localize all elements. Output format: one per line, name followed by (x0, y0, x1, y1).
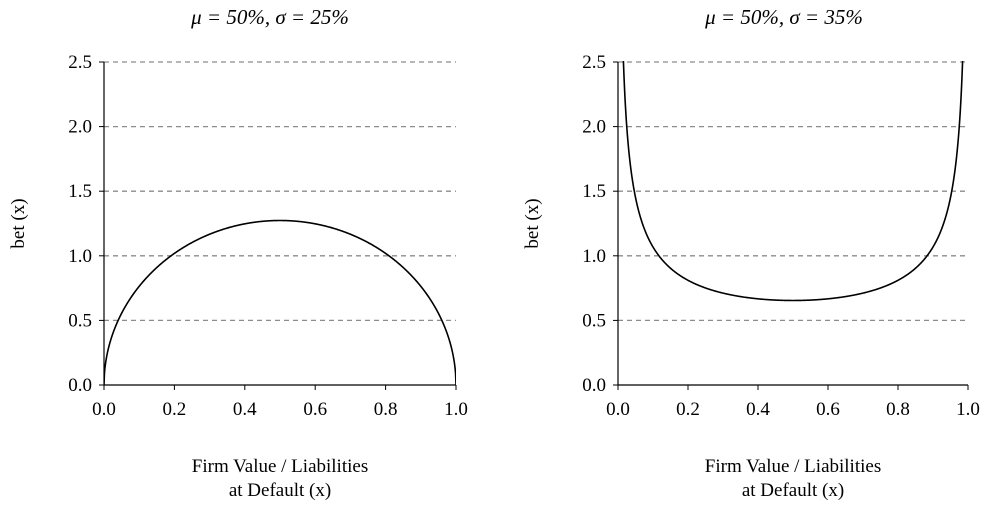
x-tick-label: 0.2 (676, 399, 700, 420)
y-tick-label: 1.0 (68, 246, 92, 267)
chart-title: μ = 50%, σ = 35% (704, 5, 863, 29)
y-tick-label: 2.5 (582, 52, 606, 73)
x-tick-label: 0.6 (303, 399, 327, 420)
x-tick-label: 0.4 (233, 399, 257, 420)
y-tick-label: 0.5 (68, 310, 92, 331)
x-tick-label: 0.6 (816, 399, 840, 420)
x-tick-label: 1.0 (444, 399, 468, 420)
x-tick-label: 0.8 (374, 399, 398, 420)
y-tick-label: 0.0 (582, 375, 606, 396)
y-axis-label: bet (x) (522, 198, 543, 248)
y-axis-label: bet (x) (8, 198, 29, 248)
y-tick-label: 2.0 (582, 117, 606, 138)
x-tick-label: 0.4 (746, 399, 770, 420)
x-tick-label: 0.0 (606, 399, 630, 420)
y-tick-label: 1.5 (68, 181, 92, 202)
x-tick-label: 1.0 (956, 399, 980, 420)
x-axis-label: at Default (x) (229, 480, 331, 501)
chart-1: μ = 50%, σ = 25% 0.0 0.5 1.0 1.5 2.0 2.5 0.0 0.2… (8, 5, 468, 501)
y-tick-label: 1.5 (582, 181, 606, 202)
y-tick-label: 2.5 (68, 52, 92, 73)
y-tick-label: 0.0 (68, 375, 92, 396)
chart-2: μ = 50%, σ = 35% 0.0 0.5 1.0 1.5 2.0 2.5 0.0 0.2… (522, 5, 980, 501)
y-tick-label: 0.5 (582, 310, 606, 331)
chart-title: μ = 50%, σ = 25% (190, 5, 349, 29)
x-tick-label: 0.8 (886, 399, 910, 420)
x-tick-label: 0.0 (92, 399, 116, 420)
series-line (104, 219, 456, 386)
y-tick-label: 2.0 (68, 117, 92, 138)
series-line (622, 61, 964, 302)
y-tick-label: 1.0 (582, 246, 606, 267)
x-axis-label: at Default (x) (742, 480, 844, 501)
x-axis-label: Firm Value / Liabilities (705, 456, 881, 477)
x-tick-label: 0.2 (163, 399, 187, 420)
x-axis-label: Firm Value / Liabilities (192, 456, 368, 477)
